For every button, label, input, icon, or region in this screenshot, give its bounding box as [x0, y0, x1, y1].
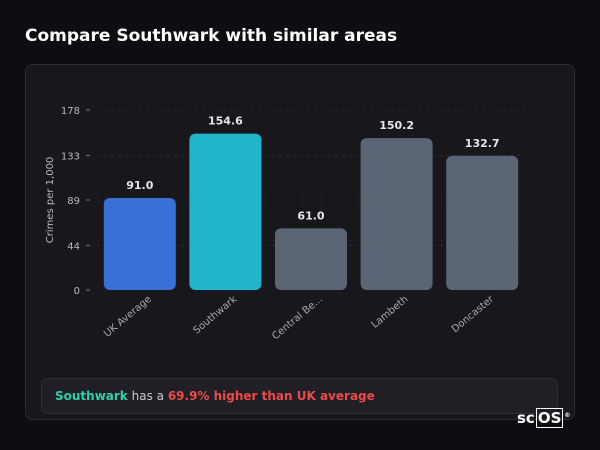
bar-value-label: 61.0 [297, 209, 324, 222]
registered-mark-icon: ® [564, 412, 571, 419]
summary-area-name: Southwark [55, 389, 128, 403]
y-axis-label: Crimes per 1,000 [45, 157, 56, 244]
x-tick-label: Lambeth [370, 294, 411, 331]
bar-value-label: 132.7 [465, 137, 500, 150]
x-tick-label: Doncaster [450, 293, 497, 335]
y-tick-label: 133 [61, 152, 80, 163]
bar [103, 197, 176, 290]
bar-value-label: 91.0 [126, 179, 153, 192]
brand-logo: sc OS ® [517, 408, 571, 428]
logo-boxed-text: OS [535, 408, 564, 428]
x-tick-label: Southwark [191, 294, 239, 337]
bar [360, 138, 433, 290]
logo-prefix: sc [517, 409, 535, 427]
x-tick-label: UK Average [102, 294, 154, 340]
y-tick-label: 89 [67, 196, 80, 207]
summary-text: has a [127, 389, 168, 403]
summary-box: Southwark has a 69.9% higher than UK ave… [41, 378, 558, 414]
y-tick-label: 0 [74, 286, 80, 297]
bar [189, 133, 262, 290]
page-title: Compare Southwark with similar areas [25, 26, 398, 46]
bar-value-label: 154.6 [208, 115, 243, 128]
summary-difference: 69.9% higher than UK average [167, 389, 375, 403]
bar [446, 155, 519, 290]
bar-value-label: 150.2 [379, 119, 414, 132]
y-tick-label: 44 [67, 242, 80, 253]
bar [275, 228, 347, 290]
x-tick-label: Central Be... [270, 294, 325, 342]
y-tick-label: 178 [61, 106, 80, 117]
